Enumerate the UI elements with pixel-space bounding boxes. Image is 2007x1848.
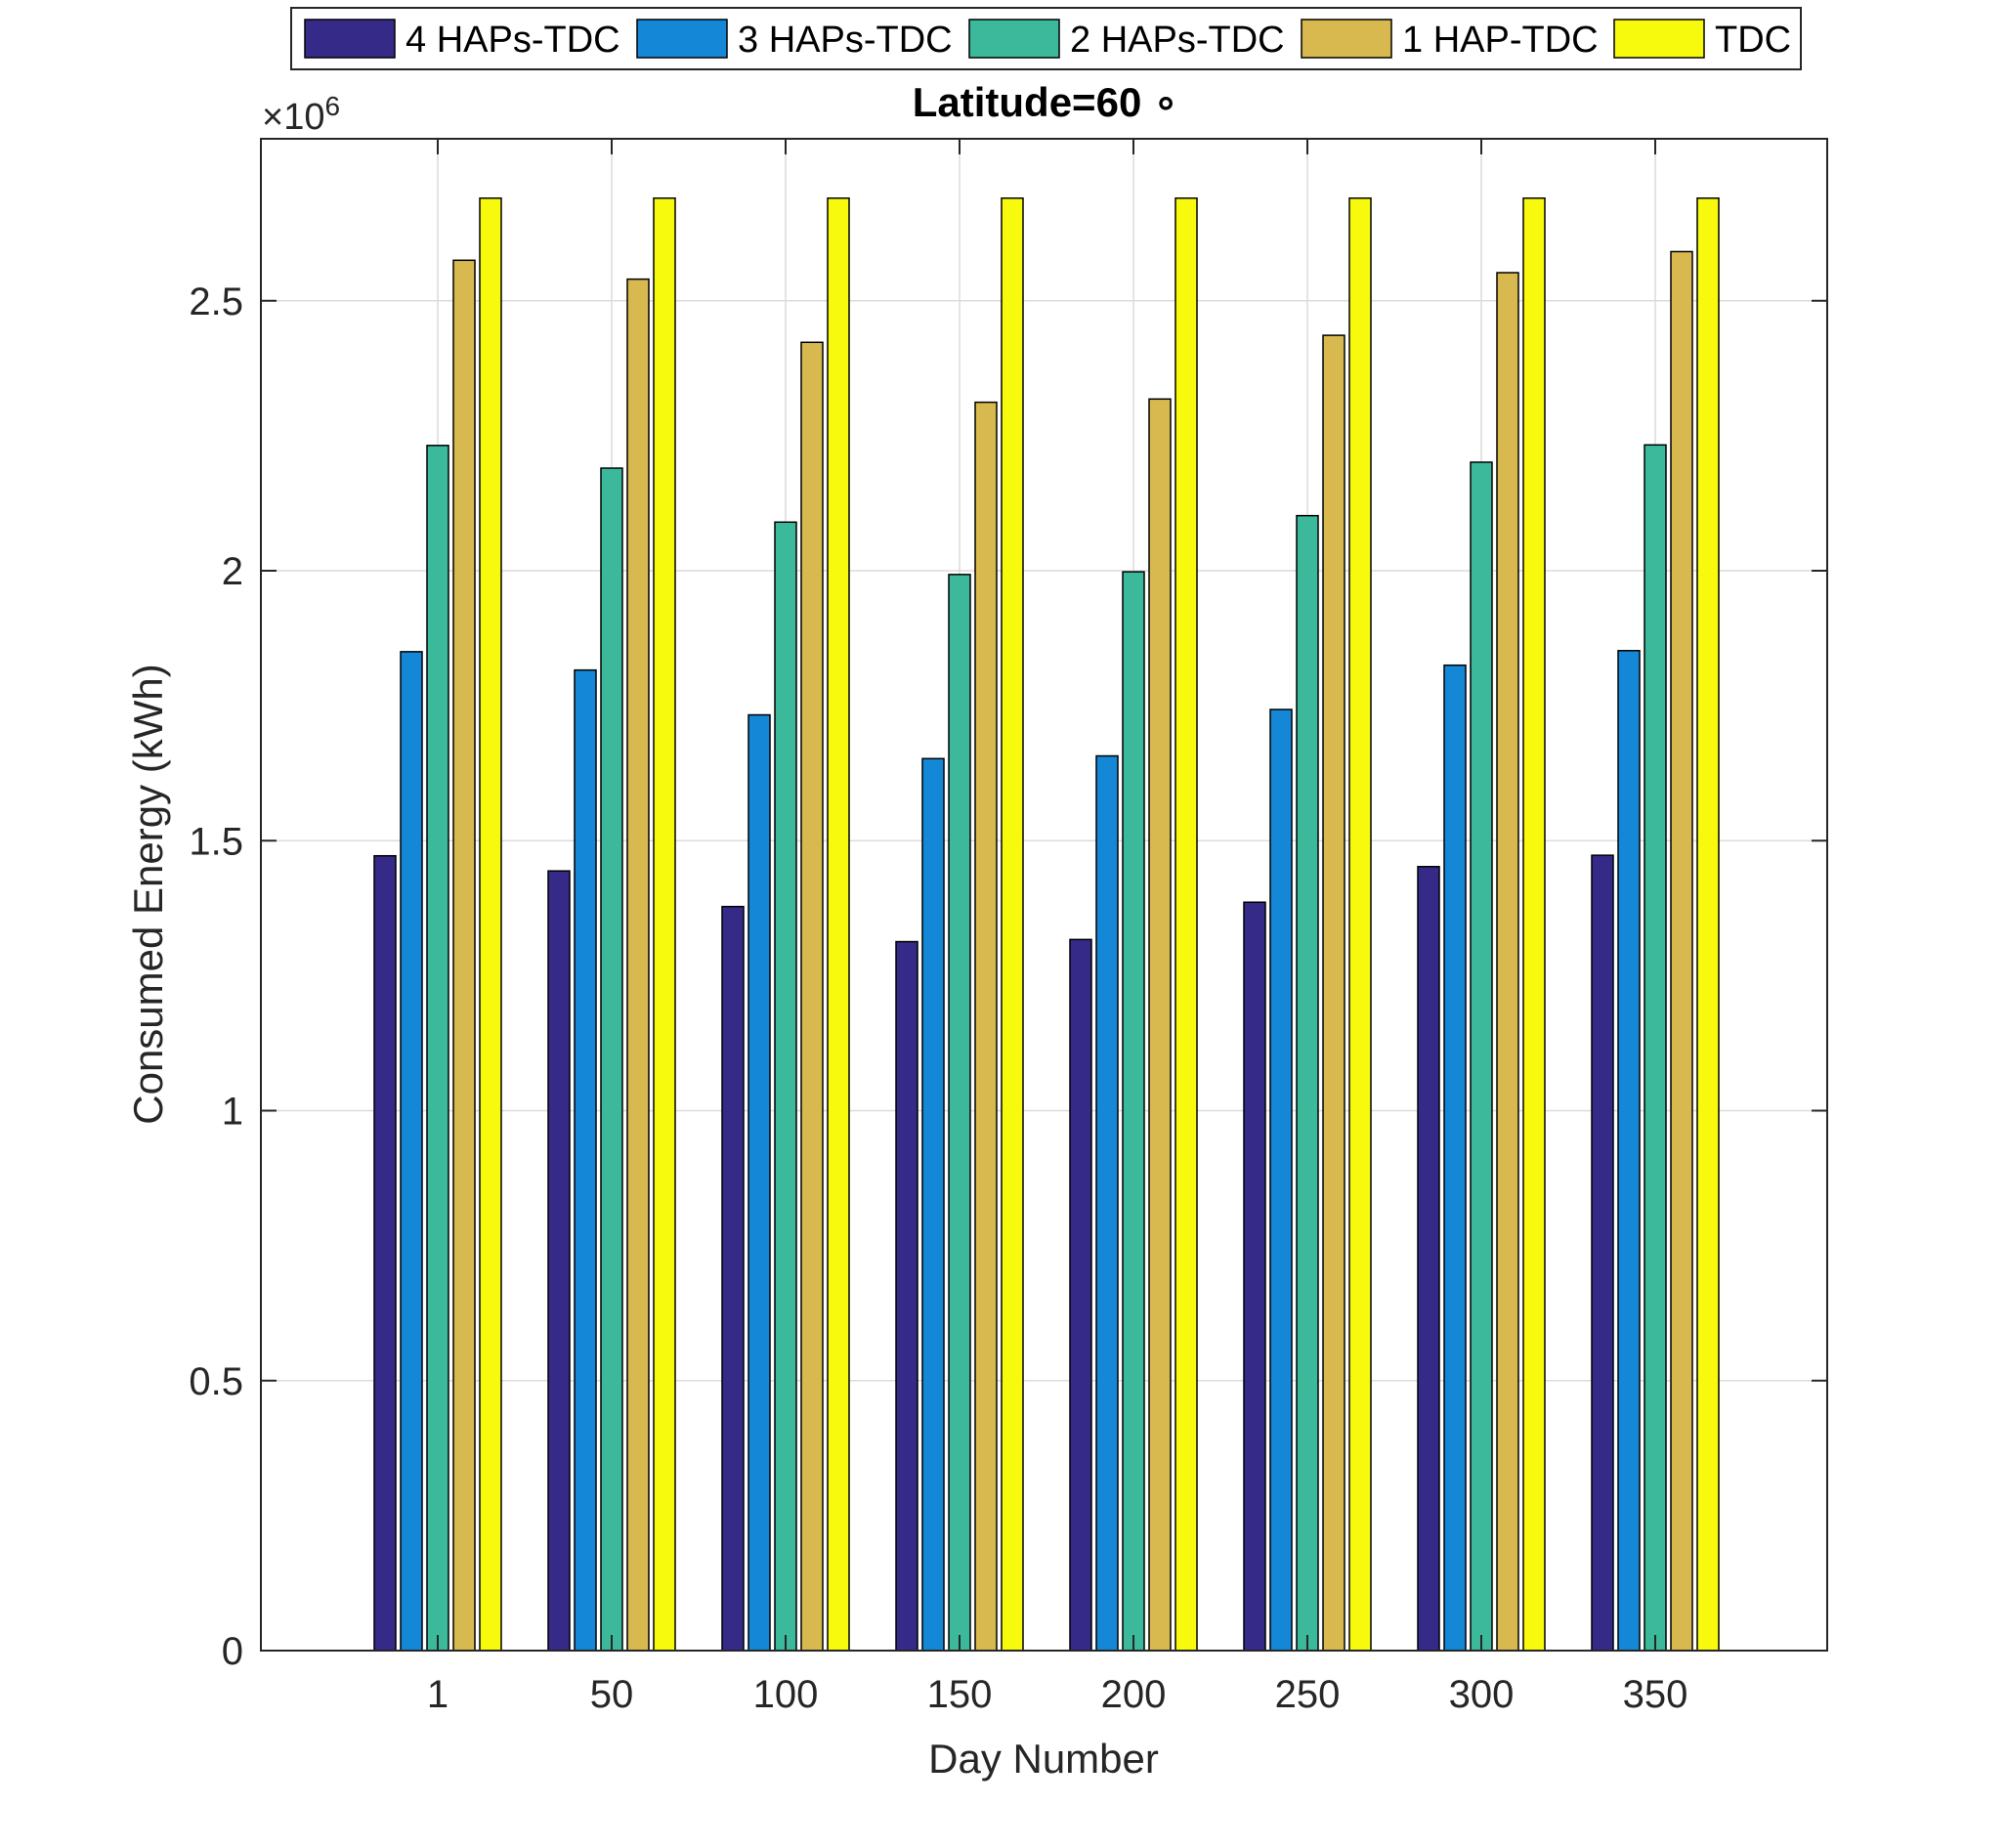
x-tick-label: 350 [1623,1673,1688,1716]
bar [1470,461,1493,1652]
bar [653,197,676,1652]
bar [626,278,650,1652]
bar [1322,334,1345,1652]
bar [921,757,945,1652]
bar [1001,197,1024,1652]
bar [895,940,918,1652]
bar [400,651,423,1652]
x-tick-label: 200 [1101,1673,1167,1716]
bar [1644,444,1667,1652]
legend-swatch [1301,19,1392,59]
bar [1243,901,1266,1652]
bar [948,574,971,1652]
y-tick-label: 2 [222,550,243,593]
bar [827,197,850,1652]
bar [1148,398,1172,1652]
legend-label: 2 HAPs-TDC [1070,20,1285,61]
bar [1443,664,1467,1652]
x-tick-label: 50 [590,1673,634,1716]
plot-frame [260,138,1828,1652]
legend-swatch [636,19,728,59]
bar [1522,197,1546,1652]
y-multiplier: ×106 [262,91,340,138]
legend-label: 1 HAP-TDC [1402,20,1599,61]
bar [479,197,502,1652]
y-multiplier-exponent: 6 [324,91,340,121]
bar [547,870,571,1652]
bar [747,713,771,1652]
legend-label: 3 HAPs-TDC [738,20,953,61]
bar [1591,854,1614,1652]
bar [1696,197,1720,1652]
chart-title: Latitude=60 ∘ [913,79,1179,125]
bar [1417,866,1440,1652]
x-tick-label: 150 [927,1673,993,1716]
x-tick-label: 1 [427,1673,448,1716]
bar [1095,754,1119,1652]
bar [373,854,397,1652]
legend-label: 4 HAPs-TDC [406,20,620,61]
y-axis-label: Consumed Energy (kWh) [125,664,171,1125]
plot-area [261,139,1827,1651]
x-axis-label: Day Number [928,1736,1159,1782]
legend-swatch [1613,19,1705,59]
bar [1348,197,1372,1652]
x-tick-label: 300 [1449,1673,1515,1716]
x-tick-labels: 1 50 100 150 200 250 300 350 [427,1673,1688,1716]
y-tick-label: 2.5 [189,280,243,323]
y-tick-label: 1.5 [189,820,243,863]
bar [721,905,745,1652]
legend-swatch [304,19,396,59]
bar [1174,197,1198,1652]
tick-marks [261,139,1827,1652]
x-tick-label: 250 [1275,1673,1341,1716]
y-multiplier-base: ×10 [262,97,324,138]
bar [974,401,998,1652]
bar [574,668,597,1652]
bar [774,521,797,1652]
bar [600,467,623,1652]
bar [1069,938,1092,1652]
y-tick-label: 1 [222,1091,243,1134]
bar [1670,250,1693,1652]
bar [426,445,449,1652]
bar [1122,571,1145,1652]
bar [1269,709,1293,1652]
legend-label: TDC [1715,20,1791,61]
legend-swatch [968,19,1060,59]
bars-group [373,197,1720,1652]
bar [800,341,824,1652]
y-tick-label: 0.5 [189,1360,243,1403]
bar [452,259,476,1652]
legend: 4 HAPs-TDC 3 HAPs-TDC 2 HAPs-TDC 1 HAP-TDC T… [290,7,1802,70]
bar [1496,272,1519,1652]
y-tick-label: 0 [222,1630,243,1673]
x-tick-label: 100 [753,1673,819,1716]
y-tick-labels: 0 0.5 1 1.5 2 2.5 [189,280,243,1673]
bar [1296,514,1319,1652]
bar [1617,650,1641,1652]
